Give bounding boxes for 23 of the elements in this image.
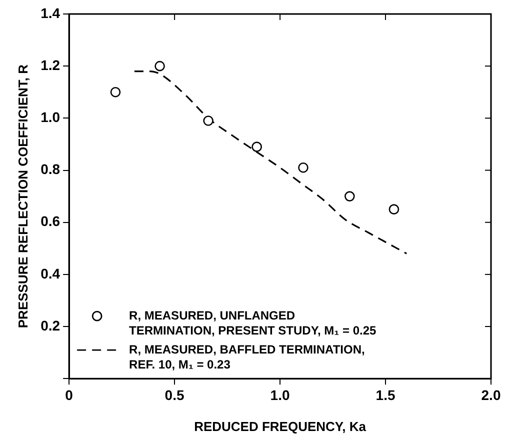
x-tick-label: 0 <box>65 386 74 403</box>
point <box>203 116 214 126</box>
y-tick-label: 0.2 <box>40 317 60 334</box>
point <box>252 142 262 152</box>
point <box>110 86 121 98</box>
legend-label: R, MEASURED, BAFFLED TERMINATION, REF. 10, M₁ = 0.23 <box>129 342 365 372</box>
x-tick-label: 2.0 <box>481 386 501 403</box>
legend-label: R, MEASURED, UNFLANGED TERMINATION, PRESENT STUDY, M₁ = 0.25 <box>129 308 376 338</box>
y-tick-label: 1.0 <box>40 109 60 126</box>
y-tick-label: 0.8 <box>40 161 60 178</box>
point <box>154 60 165 72</box>
y-tick-label: 0.4 <box>40 265 60 282</box>
point <box>344 191 355 202</box>
y-axis-title: PRESSURE REFLECTION COEFFICIENT, R <box>15 64 30 328</box>
point <box>298 162 308 173</box>
x-tick-label: 1.0 <box>270 386 290 403</box>
x-tick-label: 0.5 <box>164 386 184 403</box>
y-tick-label: 1.4 <box>40 4 60 21</box>
x-tick-label: 1.5 <box>376 386 396 403</box>
point <box>388 204 400 214</box>
x-axis-title: REDUCED FREQUENCY, Ka <box>194 418 367 434</box>
y-tick-label: 1.2 <box>40 56 60 73</box>
y-tick-label: 0.6 <box>40 213 60 230</box>
